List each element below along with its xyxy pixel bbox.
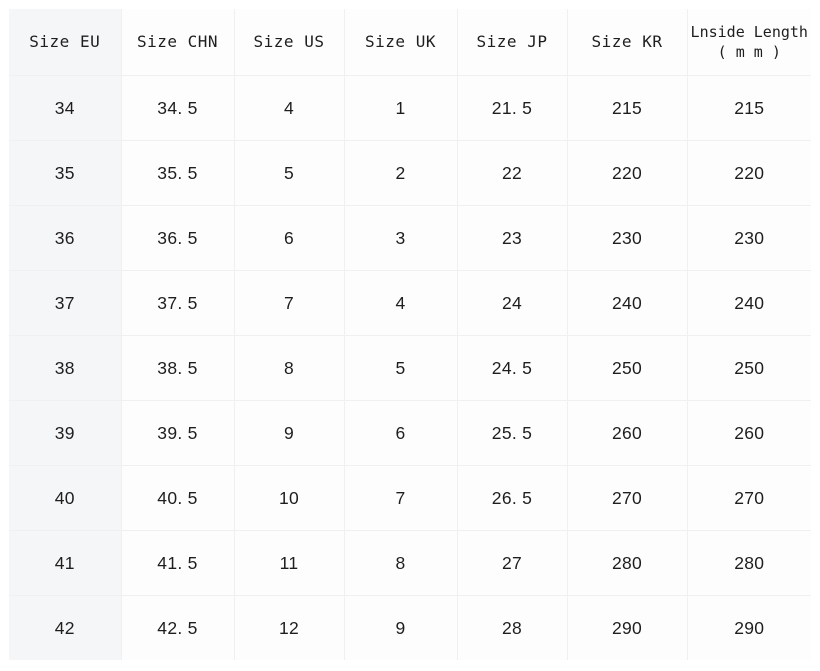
- column-header-size-us: Size US: [233, 8, 345, 76]
- cell-size-kr: 270: [566, 465, 688, 531]
- cell-size-uk: 5: [343, 335, 458, 401]
- cell-size-chn: 42. 5: [120, 595, 235, 661]
- cell-size-jp: 25. 5: [456, 400, 568, 466]
- cell-size-jp: 28: [456, 595, 568, 661]
- table-row: 36 36. 5 6 3 23 230 230: [8, 205, 812, 271]
- table-row: 42 42. 5 12 9 28 290 290: [8, 595, 812, 661]
- cell-size-us: 4: [233, 75, 345, 141]
- cell-lnside-length: 280: [686, 530, 812, 596]
- cell-size-chn: 35. 5: [120, 140, 235, 206]
- cell-size-uk: 2: [343, 140, 458, 206]
- table-row: 37 37. 5 7 4 24 240 240: [8, 270, 812, 336]
- cell-size-jp: 21. 5: [456, 75, 568, 141]
- table-body: 34 34. 5 4 1 21. 5 215 215 35 35. 5 5 2 22 220 220 36 3…: [8, 75, 812, 661]
- cell-lnside-length: 290: [686, 595, 812, 661]
- cell-size-chn: 34. 5: [120, 75, 235, 141]
- column-header-size-chn: Size CHN: [120, 8, 235, 76]
- cell-lnside-length: 215: [686, 75, 812, 141]
- cell-size-jp: 23: [456, 205, 568, 271]
- cell-size-kr: 260: [566, 400, 688, 466]
- cell-size-eu: 40: [8, 465, 122, 531]
- cell-size-kr: 280: [566, 530, 688, 596]
- column-header-size-jp: Size JP: [456, 8, 568, 76]
- cell-size-jp: 24: [456, 270, 568, 336]
- cell-size-us: 12: [233, 595, 345, 661]
- cell-size-chn: 38. 5: [120, 335, 235, 401]
- table-row: 34 34. 5 4 1 21. 5 215 215: [8, 75, 812, 141]
- cell-size-kr: 240: [566, 270, 688, 336]
- cell-size-kr: 220: [566, 140, 688, 206]
- cell-size-chn: 40. 5: [120, 465, 235, 531]
- cell-size-uk: 6: [343, 400, 458, 466]
- cell-size-uk: 4: [343, 270, 458, 336]
- cell-size-kr: 230: [566, 205, 688, 271]
- table-row: 40 40. 5 10 7 26. 5 270 270: [8, 465, 812, 531]
- cell-size-us: 9: [233, 400, 345, 466]
- column-header-lnside-length: Lnside Length ( m m ): [686, 8, 812, 76]
- cell-size-eu: 36: [8, 205, 122, 271]
- cell-size-jp: 26. 5: [456, 465, 568, 531]
- cell-size-eu: 34: [8, 75, 122, 141]
- cell-size-eu: 41: [8, 530, 122, 596]
- table-row: 35 35. 5 5 2 22 220 220: [8, 140, 812, 206]
- cell-lnside-length: 260: [686, 400, 812, 466]
- cell-size-eu: 39: [8, 400, 122, 466]
- cell-size-uk: 3: [343, 205, 458, 271]
- cell-size-us: 6: [233, 205, 345, 271]
- cell-size-kr: 215: [566, 75, 688, 141]
- cell-size-us: 11: [233, 530, 345, 596]
- cell-lnside-length: 240: [686, 270, 812, 336]
- cell-size-uk: 1: [343, 75, 458, 141]
- cell-size-us: 7: [233, 270, 345, 336]
- column-header-size-eu: Size EU: [8, 8, 122, 76]
- cell-size-chn: 36. 5: [120, 205, 235, 271]
- cell-size-eu: 35: [8, 140, 122, 206]
- header-row: Size EU Size CHN Size US Size UK Size JP Size…: [8, 8, 812, 76]
- size-conversion-table: Size EU Size CHN Size US Size UK Size JP Size…: [8, 8, 812, 661]
- cell-lnside-length: 250: [686, 335, 812, 401]
- cell-size-eu: 42: [8, 595, 122, 661]
- cell-size-us: 8: [233, 335, 345, 401]
- cell-size-eu: 38: [8, 335, 122, 401]
- cell-size-jp: 27: [456, 530, 568, 596]
- cell-lnside-length: 230: [686, 205, 812, 271]
- cell-lnside-length: 220: [686, 140, 812, 206]
- column-header-size-kr: Size KR: [566, 8, 688, 76]
- cell-size-us: 5: [233, 140, 345, 206]
- cell-size-chn: 41. 5: [120, 530, 235, 596]
- cell-size-chn: 37. 5: [120, 270, 235, 336]
- cell-size-uk: 8: [343, 530, 458, 596]
- table-row: 39 39. 5 9 6 25. 5 260 260: [8, 400, 812, 466]
- table-row: 41 41. 5 11 8 27 280 280: [8, 530, 812, 596]
- table-row: 38 38. 5 8 5 24. 5 250 250: [8, 335, 812, 401]
- cell-lnside-length: 270: [686, 465, 812, 531]
- cell-size-eu: 37: [8, 270, 122, 336]
- cell-size-kr: 290: [566, 595, 688, 661]
- cell-size-kr: 250: [566, 335, 688, 401]
- cell-size-us: 10: [233, 465, 345, 531]
- table-header: Size EU Size CHN Size US Size UK Size JP Size…: [8, 8, 812, 76]
- cell-size-jp: 24. 5: [456, 335, 568, 401]
- cell-size-uk: 9: [343, 595, 458, 661]
- cell-size-chn: 39. 5: [120, 400, 235, 466]
- cell-size-jp: 22: [456, 140, 568, 206]
- column-header-size-uk: Size UK: [343, 8, 458, 76]
- cell-size-uk: 7: [343, 465, 458, 531]
